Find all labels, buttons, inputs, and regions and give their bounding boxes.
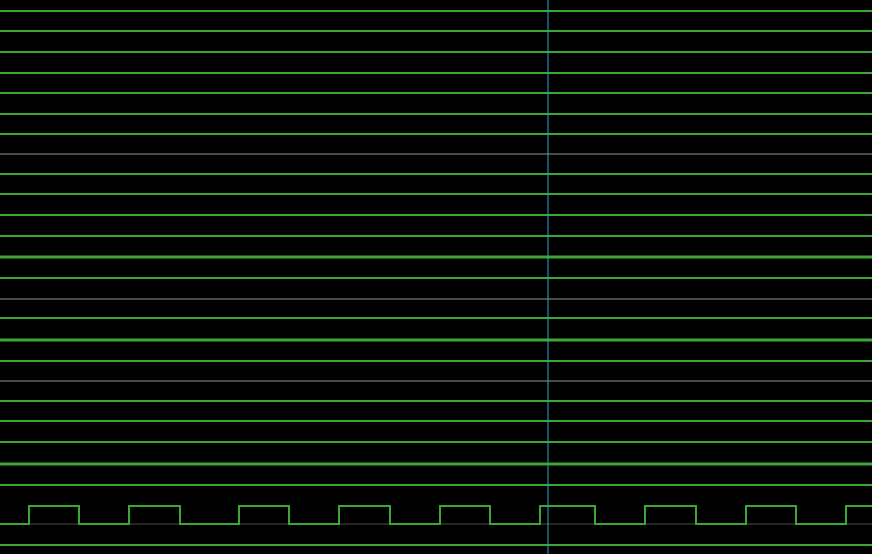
trace-group <box>0 10 872 546</box>
clock-trace[interactable] <box>0 505 872 525</box>
